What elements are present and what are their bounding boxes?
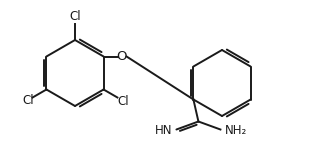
Text: O: O [116, 50, 127, 63]
Text: Cl: Cl [69, 10, 81, 23]
Text: Cl: Cl [118, 95, 129, 108]
Text: Cl: Cl [22, 94, 34, 107]
Text: HN: HN [155, 124, 172, 137]
Text: NH₂: NH₂ [225, 124, 247, 137]
